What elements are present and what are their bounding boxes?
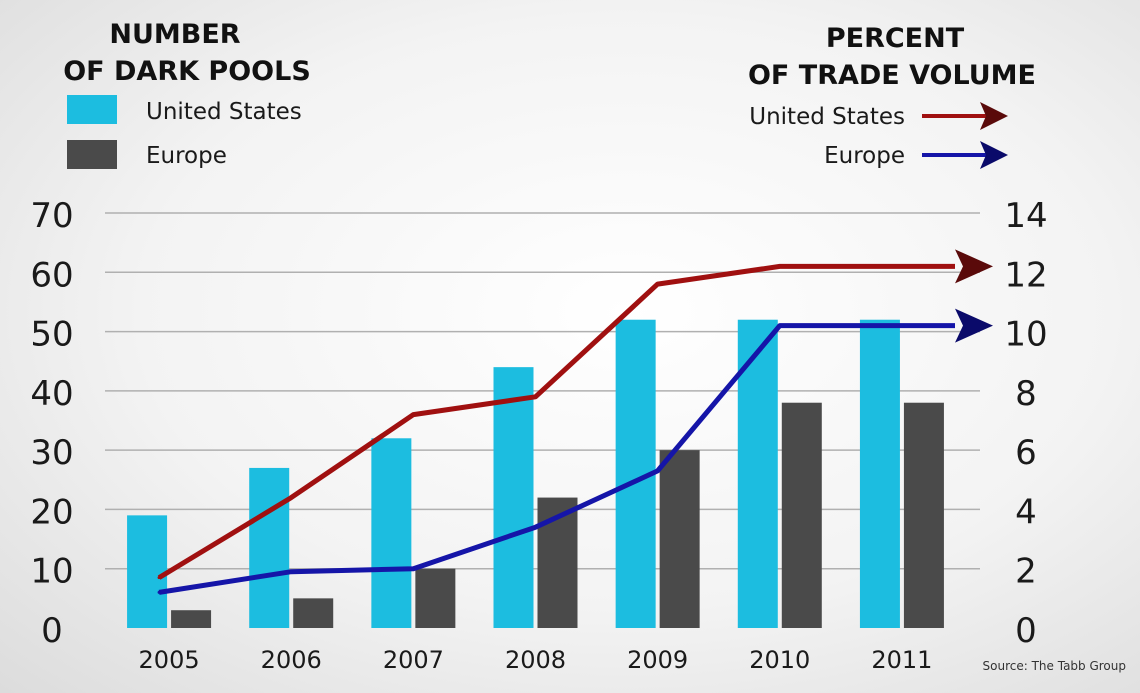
bar-europe-2007 — [415, 568, 456, 628]
x-tick-label: 2006 — [261, 646, 322, 674]
bar-europe-2005 — [171, 610, 212, 628]
bar-us-2005 — [127, 515, 168, 628]
left-tick-label: 60 — [30, 255, 73, 295]
point-us-2005 — [157, 576, 161, 580]
bar-us-2008 — [493, 367, 534, 628]
bar-europe-2009 — [659, 450, 700, 628]
point-us-2010 — [778, 264, 782, 268]
point-europe-2005 — [157, 590, 161, 594]
legend-label-us-line: United States — [749, 104, 905, 130]
right-tick-label: 8 — [1015, 374, 1037, 414]
bar-europe-2010 — [781, 402, 822, 628]
right-tick-label: 4 — [1015, 492, 1037, 532]
right-tick-label: 10 — [1004, 315, 1047, 355]
legend-label-us-bars: United States — [146, 99, 302, 125]
left-tick-label: 70 — [30, 196, 73, 236]
x-tick-label: 2010 — [749, 646, 810, 674]
left-axis-title-line1: NUMBER — [109, 19, 240, 50]
left-tick-label: 0 — [41, 611, 63, 651]
left-tick-label: 40 — [30, 374, 73, 414]
point-europe-2006 — [289, 570, 293, 574]
right-tick-label: 2 — [1015, 552, 1037, 592]
arrowhead-europe-icon — [955, 308, 993, 343]
right-tick-label: 6 — [1015, 433, 1037, 473]
point-us-2006 — [289, 496, 293, 500]
point-europe-2009 — [656, 469, 660, 473]
left-tick-label: 10 — [30, 552, 73, 592]
left-axis-title-line2: OF DARK POOLS — [63, 56, 311, 87]
bar-europe-2006 — [293, 598, 334, 628]
point-europe-2010 — [778, 324, 782, 328]
legend-us-arrow-icon — [980, 102, 1008, 130]
right-axis-title-line2: OF TRADE VOLUME — [748, 60, 1036, 91]
legend-europe-arrow-icon — [980, 141, 1008, 169]
bar-europe-2011 — [903, 402, 944, 628]
right-axis-title-line1: PERCENT — [826, 23, 965, 54]
left-tick-label: 30 — [30, 433, 73, 473]
x-tick-label: 2011 — [871, 646, 932, 674]
legend-swatch-us-bars — [67, 95, 117, 124]
point-europe-2007 — [411, 567, 415, 571]
x-tick-label: 2005 — [139, 646, 200, 674]
arrowhead-us-icon — [955, 249, 993, 284]
point-us-2008 — [534, 395, 537, 399]
right-tick-label: 12 — [1004, 255, 1047, 295]
source-note: Source: The Tabb Group — [983, 659, 1126, 673]
bar-us-2007 — [371, 438, 412, 628]
x-tick-label: 2009 — [627, 646, 688, 674]
right-tick-label: 14 — [1004, 196, 1047, 236]
left-tick-label: 20 — [30, 492, 73, 532]
point-us-2009 — [656, 282, 660, 286]
bar-us-2011 — [859, 319, 900, 628]
point-us-2007 — [411, 413, 415, 417]
point-europe-2008 — [534, 525, 537, 529]
legend-label-europe-bars: Europe — [146, 143, 227, 169]
legend-swatch-europe-bars — [67, 140, 117, 169]
left-tick-label: 50 — [30, 315, 73, 355]
bar-us-2006 — [249, 467, 290, 628]
x-tick-label: 2008 — [505, 646, 566, 674]
x-tick-label: 2007 — [383, 646, 444, 674]
legend-label-europe-line: Europe — [824, 143, 905, 169]
right-tick-label: 0 — [1015, 611, 1037, 651]
